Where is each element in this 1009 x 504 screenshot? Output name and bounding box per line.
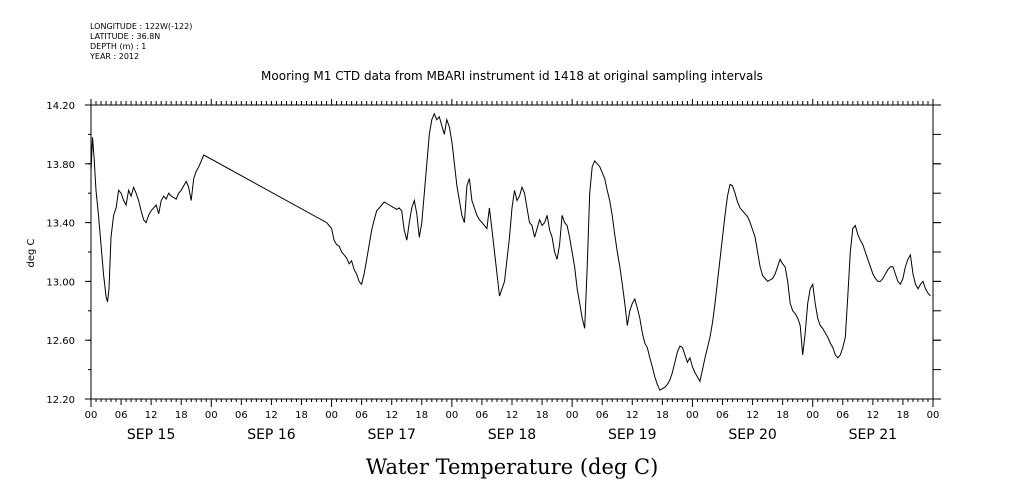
x-day-label: SEP 19 (608, 427, 656, 443)
y-tick-label: 13.40 (46, 219, 75, 230)
x-tick-label: 00 (686, 410, 699, 421)
x-tick-label: 06 (235, 410, 248, 421)
x-tick-label: 06 (716, 410, 729, 421)
x-day-label: SEP 21 (849, 427, 897, 443)
x-tick-label: 18 (897, 410, 910, 421)
x-tick-label: 00 (806, 410, 819, 421)
x-day-label: SEP 20 (728, 427, 776, 443)
x-tick-label: 18 (295, 410, 308, 421)
x-tick-label: 00 (927, 410, 940, 421)
x-tick-label: 12 (265, 410, 278, 421)
x-tick-label: 00 (85, 410, 98, 421)
x-tick-label: 06 (115, 410, 128, 421)
x-tick-label: 00 (566, 410, 579, 421)
series-layer (90, 112, 931, 391)
x-axis: 00 06 12 18 00 06 12 18 00 06 12 18 00 06 12 18 00 06 12 18… (85, 99, 940, 443)
x-axis-label: Water Temperature (deg C) (366, 455, 659, 479)
x-tick-label: 18 (175, 410, 188, 421)
longitude-text: LONGITUDE : 122W(-122) (90, 22, 193, 31)
x-tick-label: 18 (415, 410, 428, 421)
x-tick-label: 06 (596, 410, 609, 421)
x-tick-label: 12 (866, 410, 879, 421)
location-metadata: LONGITUDE : 122W(-122) LATITUDE : 36.8N … (90, 22, 192, 62)
x-tick-label: 06 (836, 410, 849, 421)
latitude-text: LATITUDE : 36.8N (90, 32, 161, 41)
x-day-label: SEP 17 (367, 427, 415, 443)
year-text: YEAR : 2012 (90, 52, 140, 61)
y-axis: 12.20 12.60 13.00 13.40 13.80 14.20 (46, 101, 941, 406)
x-tick-label: 18 (776, 410, 789, 421)
x-tick-label: 06 (355, 410, 368, 421)
y-tick-label: 13.00 (46, 277, 75, 288)
x-tick-label: 00 (205, 410, 218, 421)
chart-title: Mooring M1 CTD data from MBARI instrumen… (261, 69, 763, 83)
x-tick-label: 12 (385, 410, 398, 421)
x-day-label: SEP 16 (247, 427, 296, 443)
y-axis-label: deg C (26, 238, 37, 267)
x-tick-label: 12 (746, 410, 759, 421)
x-tick-label: 06 (476, 410, 489, 421)
x-tick-label: 00 (325, 410, 338, 421)
x-tick-label: 00 (445, 410, 458, 421)
x-tick-label: 12 (506, 410, 519, 421)
y-tick-label: 12.60 (46, 336, 75, 347)
x-tick-label: 18 (536, 410, 549, 421)
y-tick-label: 14.20 (46, 101, 75, 112)
temperature-series-line (90, 112, 931, 391)
x-day-label: SEP 18 (488, 427, 536, 443)
x-tick-label: 12 (626, 410, 639, 421)
y-tick-label: 12.20 (46, 395, 75, 406)
depth-text: DEPTH (m) : 1 (90, 42, 147, 51)
x-tick-label: 12 (145, 410, 158, 421)
y-tick-label: 13.80 (46, 160, 75, 171)
plot-frame (90, 104, 934, 400)
x-day-label: SEP 15 (127, 427, 175, 443)
x-tick-label: 18 (656, 410, 669, 421)
